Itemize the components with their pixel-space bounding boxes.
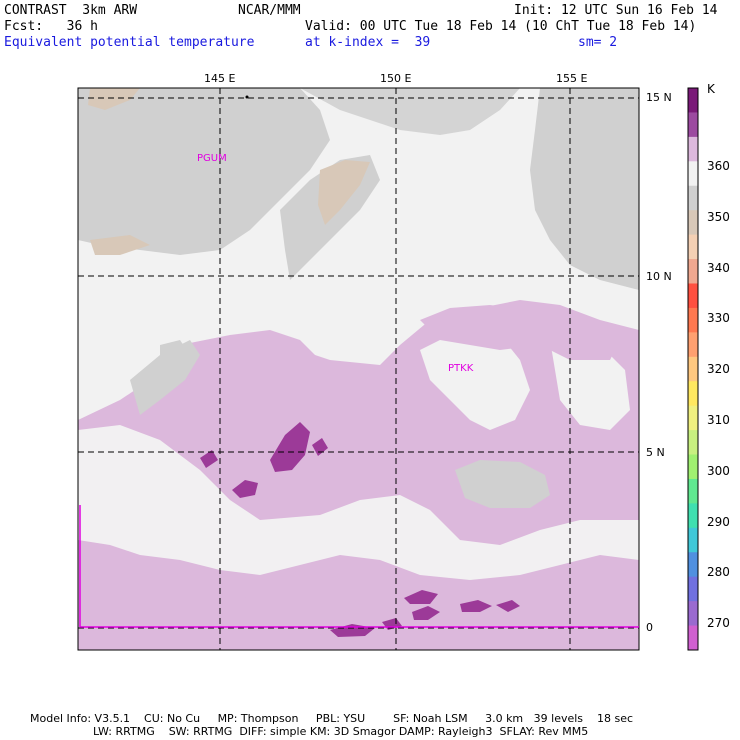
- field-tan-1: [318, 160, 370, 225]
- blob-4: [200, 450, 218, 468]
- station-pgum: PGUM: [197, 153, 227, 164]
- field-gray-nw: [78, 88, 330, 255]
- graticule: [78, 88, 639, 650]
- blob-6: [404, 590, 438, 604]
- colorbar-label: 330: [707, 311, 730, 326]
- colorbar-swatch: [688, 503, 698, 529]
- blob-1: [270, 422, 310, 472]
- colorbar-swatch: [688, 381, 698, 407]
- colorbar-swatch: [688, 185, 698, 211]
- lat-tick-0: 0: [646, 621, 653, 634]
- blob-7: [412, 606, 440, 620]
- forecast-hour: Fcst: 36 h: [4, 19, 98, 34]
- colorbar-swatch: [688, 405, 698, 431]
- smoothing-label: sm= 2: [578, 35, 618, 50]
- field-white-south: [78, 425, 639, 580]
- field-gray-ne: [530, 88, 639, 290]
- colorbar-swatch: [688, 356, 698, 382]
- colorbar-swatch: [688, 601, 698, 627]
- field-gray-small: [160, 340, 190, 372]
- colorbar-label: 280: [707, 565, 730, 580]
- field-lav-2: [420, 305, 620, 360]
- colorbar-unit: K: [707, 82, 715, 96]
- blob-8: [460, 600, 492, 612]
- field-tan-2: [88, 88, 140, 110]
- colorbar-label: 360: [707, 159, 730, 173]
- field-lav-south: [78, 585, 639, 650]
- colorbar-swatch: [688, 234, 698, 260]
- valid-time: Valid: 00 UTC Tue 18 Feb 14 (10 ChT Tue …: [305, 19, 697, 34]
- footer-line1: Model Info: V3.5.1 CU: No Cu MP: Thompso…: [30, 712, 634, 725]
- colorbar-swatch: [688, 527, 698, 553]
- model-title: CONTRAST 3km ARW: [4, 3, 138, 18]
- colorbar-swatch: [688, 625, 698, 651]
- lat-tick-5: 5 N: [646, 446, 665, 459]
- org-label: NCAR/MMM: [238, 3, 301, 18]
- map-field: [78, 88, 639, 650]
- island-marker: [245, 95, 249, 99]
- lat-tick-10: 10 N: [646, 270, 672, 283]
- colorbar-swatch: [688, 283, 698, 309]
- colorbar-frame: [687, 87, 699, 651]
- colorbar-swatch: [688, 259, 698, 284]
- station-ptkk: PTKK: [448, 363, 474, 374]
- level-label: at k-index = 39: [305, 35, 431, 50]
- field-white-east: [420, 330, 530, 430]
- colorbar-swatch: [688, 430, 698, 456]
- colorbar-label: 290: [707, 514, 730, 529]
- blob-9: [496, 600, 520, 612]
- colorbar-swatch: [688, 210, 698, 236]
- map-frame: [77, 87, 640, 651]
- colorbar-label: 300: [707, 463, 730, 478]
- field-gray-se: [455, 460, 550, 508]
- field-lav-1: [180, 330, 320, 390]
- field-name: Equivalent potential temperature: [4, 35, 255, 50]
- colorbar-label: 350: [707, 209, 730, 224]
- blob-2: [312, 438, 328, 456]
- colorbar-label: 340: [707, 260, 730, 275]
- colorbar-swatch: [688, 112, 698, 138]
- blob-3: [232, 480, 258, 498]
- field-tan-3: [90, 235, 150, 255]
- colorbar-swatch: [688, 307, 698, 333]
- footer-line2: LW: RRTMG SW: RRTMG DIFF: simple KM: 3D …: [30, 725, 589, 738]
- init-time: Init: 12 UTC Sun 16 Feb 14: [514, 3, 718, 18]
- colorbar-swatch: [688, 478, 698, 504]
- colorbar-label: 310: [707, 413, 730, 427]
- lon-tick-155: 155 E: [556, 72, 588, 85]
- lon-tick-145: 145 E: [204, 72, 236, 85]
- colorbar-swatch: [688, 576, 698, 602]
- lon-tick-150: 150 E: [380, 72, 412, 85]
- colorbar-swatch: [688, 136, 698, 162]
- colorbar-label: 320: [707, 362, 730, 377]
- colorbar-swatch: [688, 332, 698, 358]
- field-gray-n: [300, 88, 520, 135]
- colorbar-swatch: [688, 88, 698, 113]
- colorbar-swatch: [688, 454, 698, 480]
- lat-tick-15: 15 N: [646, 91, 672, 104]
- colorbar-swatch: [688, 552, 698, 578]
- colorbar-label: 270: [707, 616, 730, 631]
- colorbar-swatch: [688, 161, 698, 187]
- colorbar: [687, 87, 699, 651]
